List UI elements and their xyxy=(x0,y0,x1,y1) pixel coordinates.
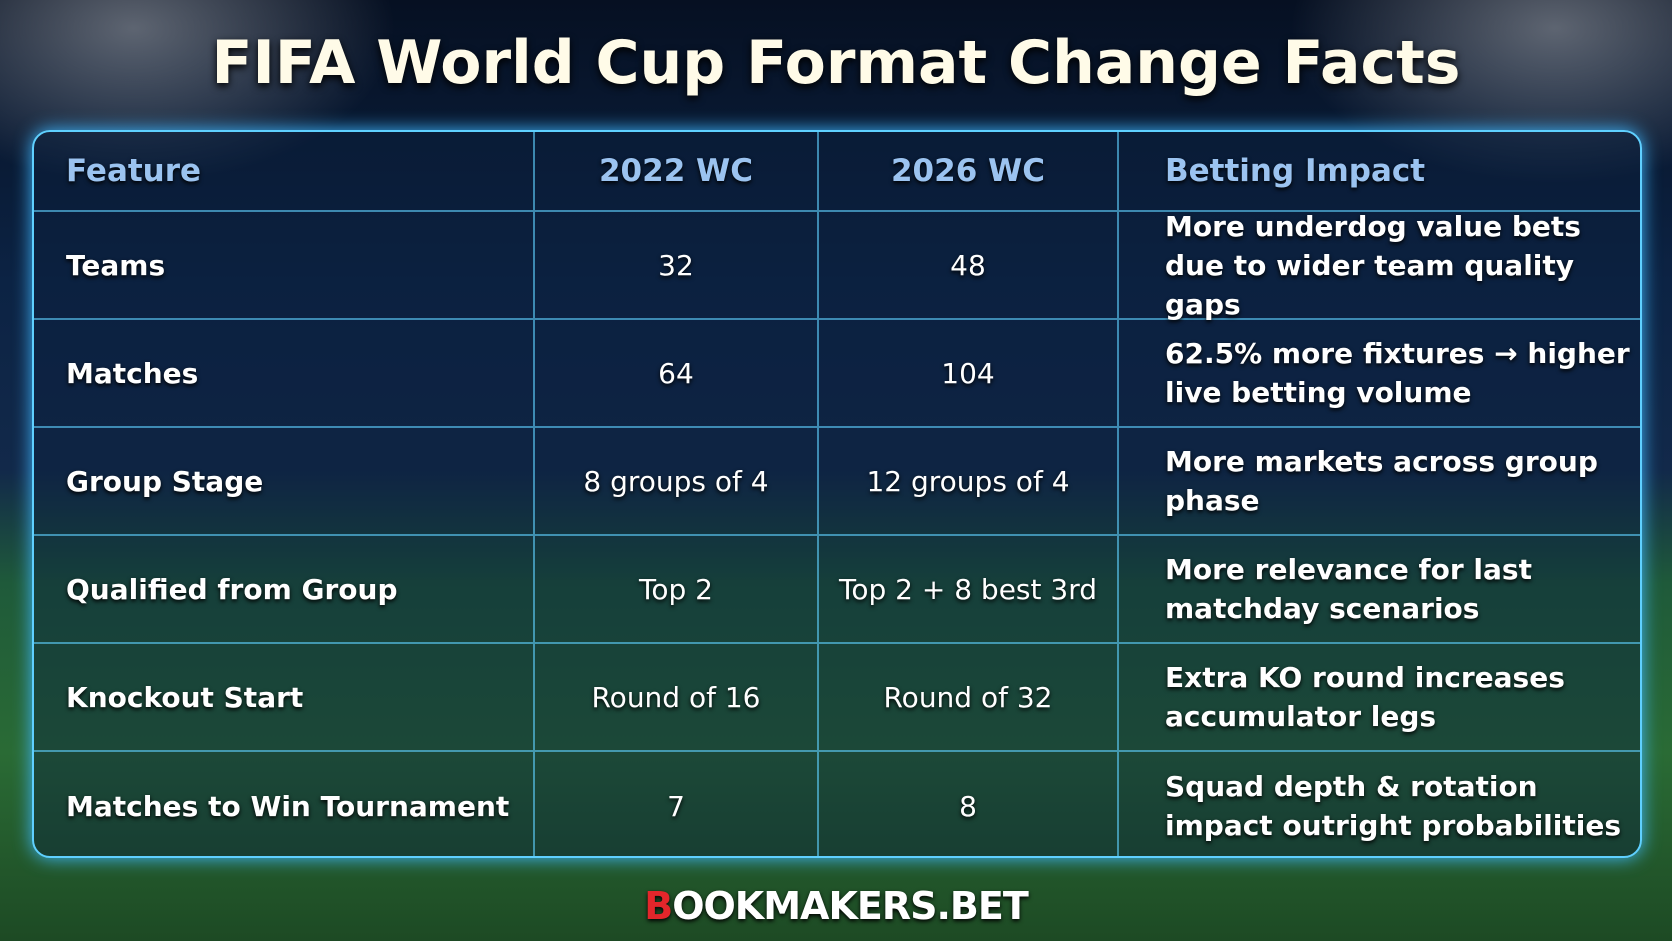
table-cell: More markets across group phase xyxy=(1119,428,1640,536)
table-cell: 12 groups of 4 xyxy=(819,428,1119,536)
table-cell: Squad depth & rotation impact outright p… xyxy=(1165,770,1622,842)
table-cell: 62.5% more fixtures → higher live bettin… xyxy=(1119,320,1640,428)
table-cell: Matches xyxy=(34,320,535,428)
table-cell: 104 xyxy=(819,320,1119,428)
table-cell: 8 xyxy=(819,752,1119,856)
table-cell: More underdog value bets due to wider te… xyxy=(1119,210,1640,321)
table-cell: Matches to Win Tournament xyxy=(34,752,535,856)
table-cell: Qualified from Group xyxy=(34,536,535,644)
table-cell: Teams xyxy=(34,212,535,320)
table-cell: 8 groups of 4 xyxy=(535,428,819,536)
table-cell: Round of 32 xyxy=(819,644,1119,752)
header-cell: 2026 WC xyxy=(819,132,1119,212)
table-cell: 48 xyxy=(819,212,1119,320)
table-cell: Group Stage xyxy=(34,428,535,536)
footer: BOOKMAKERS.BET xyxy=(0,884,1672,928)
table-cell: Knockout Start xyxy=(34,644,535,752)
header-cell: Feature xyxy=(34,132,535,212)
table-cell: Top 2 + 8 best 3rd xyxy=(819,536,1119,644)
logo: BOOKMAKERS.BET xyxy=(644,884,1029,928)
header-cell: 2022 WC xyxy=(535,132,819,212)
title: FIFA World Cup Format Change Facts xyxy=(211,28,1461,98)
table-cell: 64 xyxy=(535,320,819,428)
table-cell: Top 2 xyxy=(535,536,819,644)
table-cell: Round of 16 xyxy=(535,644,819,752)
header-cell: Betting Impact xyxy=(1119,132,1640,212)
table-cell: 32 xyxy=(535,212,819,320)
table: Feature 2022 WC 2026 WC Betting Impact Teams… xyxy=(32,130,1642,858)
table-cell: 7 xyxy=(535,752,819,856)
table-cell: More relevance for last matchday scenari… xyxy=(1119,536,1640,644)
table-cell: Extra KO round increases accumulator leg… xyxy=(1119,644,1640,752)
